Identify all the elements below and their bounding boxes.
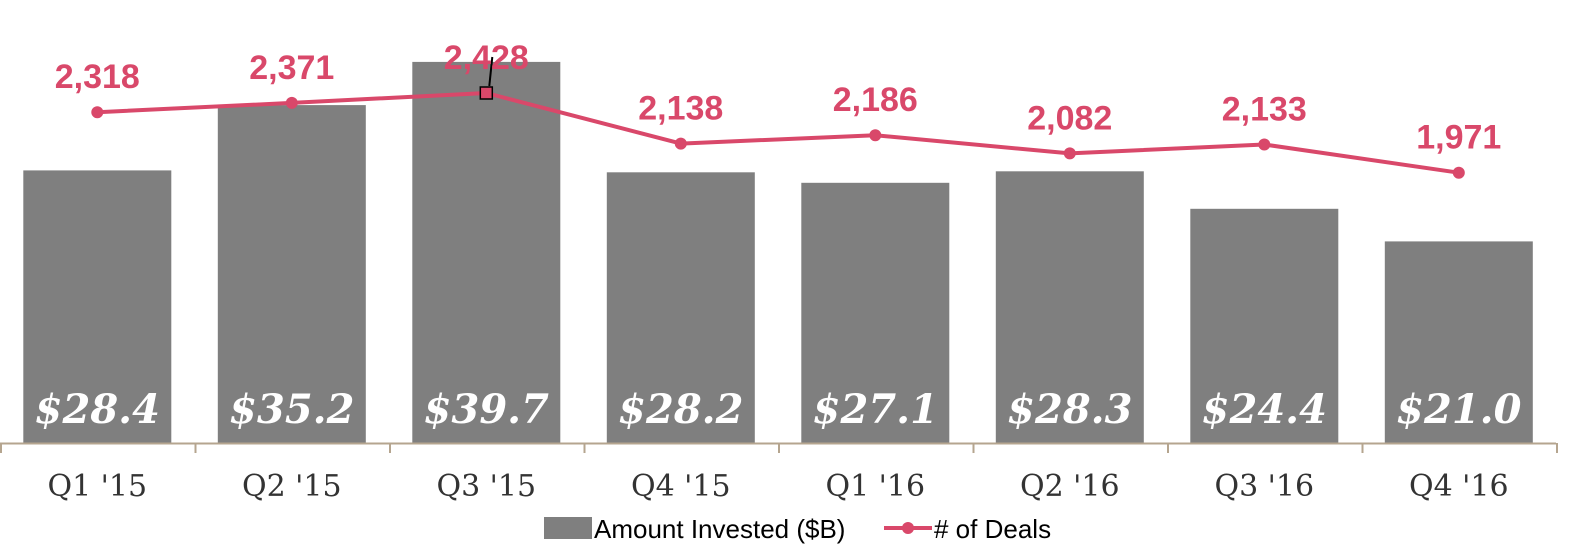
- bar: [606, 172, 755, 444]
- x-tick-label: Q1 '15: [47, 469, 147, 504]
- deals-line-group: 2,318 2,371 2,428 2,138 2,186 2,082 2,133 1,971: [55, 39, 1501, 179]
- deals-line: [97, 91, 1460, 175]
- bar-value-label: $39.7: [424, 386, 549, 433]
- deals-marker: [1063, 147, 1076, 160]
- bar-group: $28.4 $35.2 $39.7 $28.2 $27.1 $28.3 $24.4 $21.0: [23, 61, 1533, 444]
- bar: [217, 105, 366, 443]
- bar-value-label: $28.3: [1007, 386, 1132, 433]
- bar: [1190, 208, 1339, 443]
- bar: [801, 182, 950, 444]
- deals-value-label: 2,138: [638, 90, 723, 128]
- x-axis: Q1 '15 Q2 '15 Q3 '15 Q4 '15 Q1 '16 Q2 '16 Q3 '…: [0, 442, 1558, 504]
- bar: [23, 170, 172, 443]
- deals-value-label: 1,971: [1416, 119, 1501, 157]
- legend-label-deals: # of Deals: [934, 514, 1051, 544]
- deals-value-label: 2,082: [1027, 99, 1112, 137]
- x-tick-label: Q1 '16: [825, 469, 925, 504]
- deals-value-label: 2,318: [55, 58, 140, 96]
- bar: [412, 61, 561, 444]
- deals-marker: [91, 106, 104, 119]
- bar: [995, 171, 1144, 444]
- bar-value-label: $24.4: [1202, 386, 1327, 433]
- deals-marker: [479, 86, 494, 100]
- bar-value-label: $35.2: [229, 386, 354, 433]
- bar-value-label: $27.1: [813, 386, 938, 433]
- deals-label-leader: [488, 56, 494, 87]
- deals-marker: [1258, 138, 1271, 151]
- deals-marker: [1452, 166, 1465, 179]
- deals-value-label: 2,371: [249, 49, 334, 87]
- x-tick-label: Q4 '16: [1409, 469, 1509, 504]
- deals-marker: [285, 96, 298, 109]
- deals-marker: [869, 129, 882, 142]
- bar: [1384, 241, 1533, 443]
- legend-swatch-deals-marker: [902, 522, 914, 534]
- x-tick-label: Q3 '15: [436, 469, 536, 504]
- deals-value-label: 2,186: [833, 81, 918, 119]
- deals-value-label: 2,133: [1222, 91, 1307, 129]
- bar-value-label: $28.4: [35, 386, 160, 433]
- bar-value-label: $28.2: [618, 386, 743, 433]
- legend-swatch-amount-invested: [544, 517, 592, 539]
- x-tick-label: Q4 '15: [631, 469, 731, 504]
- bar-value-label: $21.0: [1396, 386, 1521, 433]
- legend: Amount Invested ($B) # of Deals: [544, 514, 1051, 544]
- x-tick-label: Q3 '16: [1214, 469, 1314, 504]
- legend-label-amount-invested: Amount Invested ($B): [594, 514, 845, 544]
- x-tick-label: Q2 '15: [242, 469, 342, 504]
- deals-marker: [674, 137, 687, 150]
- deals-value-label: 2,428: [444, 39, 529, 77]
- x-tick-label: Q2 '16: [1020, 469, 1120, 504]
